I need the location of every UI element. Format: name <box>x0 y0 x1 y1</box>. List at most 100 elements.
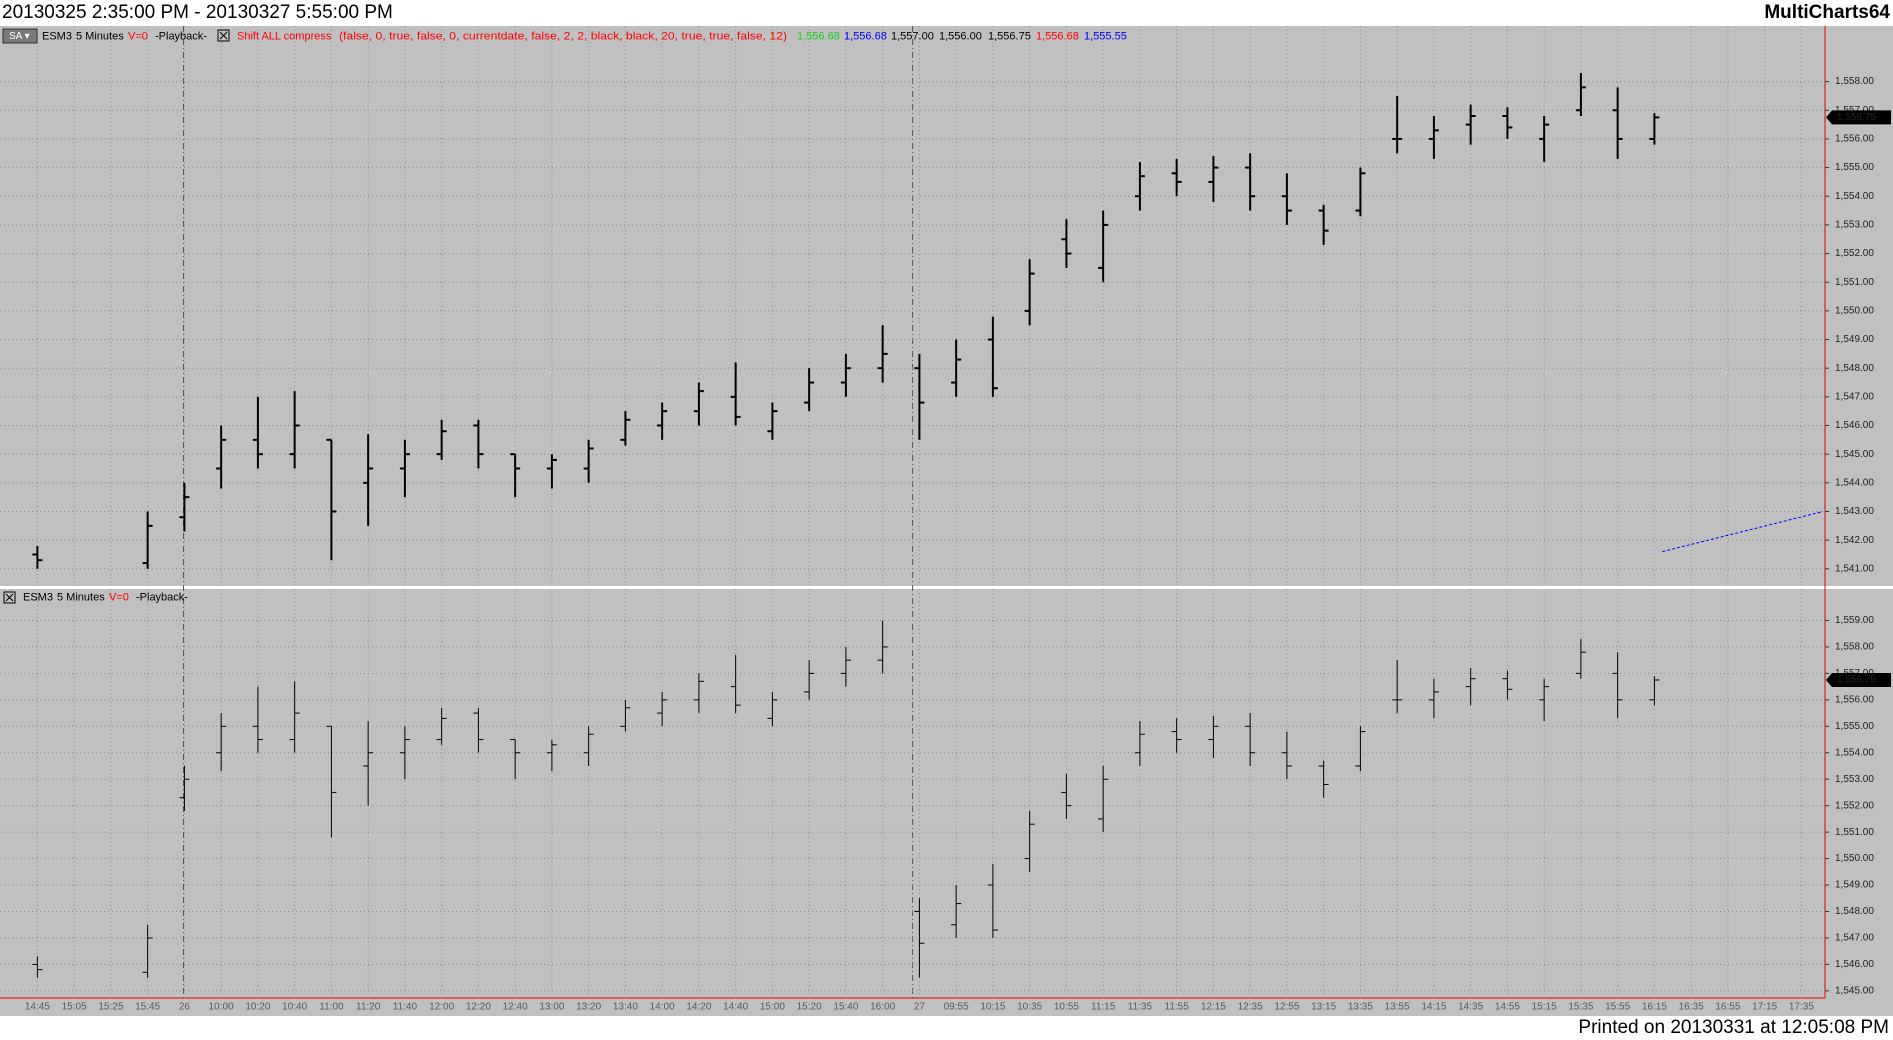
symbol-button[interactable] <box>2 28 38 44</box>
time-label: 26 <box>179 1002 191 1013</box>
y-tick-label: 1,546.00 <box>1835 959 1874 970</box>
time-label: 11:40 <box>393 1002 418 1013</box>
time-label: 11:55 <box>1165 1002 1190 1013</box>
time-label: 15:05 <box>62 1002 87 1013</box>
time-label: 11:15 <box>1091 1002 1116 1013</box>
y-tick-label: 1,553.00 <box>1835 774 1874 785</box>
time-label: 16:15 <box>1642 1002 1667 1013</box>
time-label: 13:15 <box>1311 1002 1336 1013</box>
time-label: 15:15 <box>1532 1002 1557 1013</box>
time-label: 10:20 <box>245 1002 270 1013</box>
time-label: 15:45 <box>135 1002 160 1013</box>
study-name: Shift ALL compress <box>237 30 332 42</box>
panel-divider <box>0 586 1893 589</box>
time-label: 15:40 <box>833 1002 858 1013</box>
symbol-button-text: SA ▾ <box>9 31 30 42</box>
time-label: 13:55 <box>1385 1002 1410 1013</box>
study-readout: 1,557.00 <box>891 30 934 42</box>
time-label: 15:20 <box>797 1002 822 1013</box>
time-label: 12:20 <box>466 1002 491 1013</box>
time-label: 10:15 <box>980 1002 1005 1013</box>
study-readout: 1,556.68 <box>844 30 887 42</box>
legend-mode: -Playback- <box>155 30 207 42</box>
title-bar <box>0 0 1893 26</box>
y-tick-label: 1,552.00 <box>1835 248 1874 259</box>
time-label: 12:40 <box>503 1002 528 1013</box>
time-label: 14:00 <box>650 1002 675 1013</box>
time-label: 11:35 <box>1128 1002 1153 1013</box>
time-label: 13:00 <box>539 1002 564 1013</box>
print-footer: Printed on 20130331 at 12:05:08 PM <box>1578 1017 1889 1038</box>
y-tick-label: 1,542.00 <box>1835 535 1874 546</box>
legend-volume: V=0 <box>109 591 129 603</box>
time-label: 13:35 <box>1348 1002 1373 1013</box>
y-tick-label: 1,547.00 <box>1835 933 1874 944</box>
legend-interval: 5 Minutes <box>76 30 124 42</box>
time-label: 13:40 <box>613 1002 638 1013</box>
time-label: 15:25 <box>98 1002 123 1013</box>
last-price-label: 1,556.75 <box>1837 112 1876 123</box>
time-label: 14:20 <box>686 1002 711 1013</box>
series-checkbox-mark <box>5 593 14 602</box>
time-label: 11:20 <box>356 1002 381 1013</box>
series-checkbox[interactable] <box>3 591 16 604</box>
time-label: 16:55 <box>1715 1002 1740 1013</box>
last-price-box <box>1826 110 1891 125</box>
time-label: 10:35 <box>1017 1002 1042 1013</box>
time-label: 14:35 <box>1458 1002 1483 1013</box>
time-axis-bg <box>0 998 1893 1016</box>
time-label: 12:15 <box>1201 1002 1226 1013</box>
y-tick-label: 1,551.00 <box>1835 277 1874 288</box>
y-tick-label: 1,558.00 <box>1835 76 1874 87</box>
y-tick-label: 1,549.00 <box>1835 334 1874 345</box>
time-label: 27 <box>914 1002 926 1013</box>
y-tick-label: 1,543.00 <box>1835 506 1874 517</box>
study-readout: 1,555.55 <box>1084 30 1127 42</box>
legend-interval: 5 Minutes <box>57 591 105 603</box>
y-tick-label: 1,555.00 <box>1835 162 1874 173</box>
y-tick-label: 1,548.00 <box>1835 906 1874 917</box>
time-label: 10:00 <box>209 1002 234 1013</box>
legend-volume: V=0 <box>128 30 148 42</box>
time-label: 10:40 <box>282 1002 307 1013</box>
time-label: 16:35 <box>1679 1002 1704 1013</box>
legend-name: ESM3 <box>23 591 53 603</box>
y-tick-label: 1,558.00 <box>1835 642 1874 653</box>
y-tick-label: 1,548.00 <box>1835 363 1874 374</box>
time-label: 14:55 <box>1495 1002 1520 1013</box>
time-label: 14:15 <box>1421 1002 1446 1013</box>
time-label: 12:55 <box>1274 1002 1299 1013</box>
legend-mode: -Playback- <box>136 591 188 603</box>
last-price-label: 1,556.75 <box>1837 675 1876 686</box>
time-label: 12:00 <box>429 1002 454 1013</box>
time-label: 15:00 <box>760 1002 785 1013</box>
y-tick-label: 1,546.00 <box>1835 420 1874 431</box>
time-label: 12:35 <box>1238 1002 1263 1013</box>
time-label: 17:15 <box>1752 1002 1777 1013</box>
study-checkbox-mark <box>219 31 228 40</box>
time-label: 13:20 <box>576 1002 601 1013</box>
trendline <box>1662 511 1824 553</box>
panel-2-axis-bg <box>1825 589 1893 998</box>
legends: SA ▾ ESM3 5 Minutes V=0 -Playback- Shift ALL… <box>2 28 1127 604</box>
time-label: 15:55 <box>1605 1002 1630 1013</box>
study-checkbox[interactable] <box>217 29 230 42</box>
study-readout: 1,556.68 <box>797 30 840 42</box>
y-tick-label: 1,554.00 <box>1835 191 1874 202</box>
y-tick-label: 1,547.00 <box>1835 391 1874 402</box>
y-tick-label: 1,545.00 <box>1835 449 1874 460</box>
y-tick-label: 1,552.00 <box>1835 800 1874 811</box>
last-price-box <box>1826 673 1891 688</box>
study-readout: 1,556.75 <box>988 30 1031 42</box>
time-label: 14:45 <box>25 1002 50 1013</box>
y-tick-label: 1,550.00 <box>1835 306 1874 317</box>
time-label: 14:40 <box>723 1002 748 1013</box>
y-tick-label: 1,554.00 <box>1835 747 1874 758</box>
y-tick-label: 1,544.00 <box>1835 477 1874 488</box>
y-tick-label: 1,556.00 <box>1835 134 1874 145</box>
time-label: 10:55 <box>1054 1002 1079 1013</box>
y-tick-label: 1,559.00 <box>1835 615 1874 626</box>
y-tick-label: 1,549.00 <box>1835 880 1874 891</box>
app-name: MultiCharts64 <box>1764 2 1890 23</box>
